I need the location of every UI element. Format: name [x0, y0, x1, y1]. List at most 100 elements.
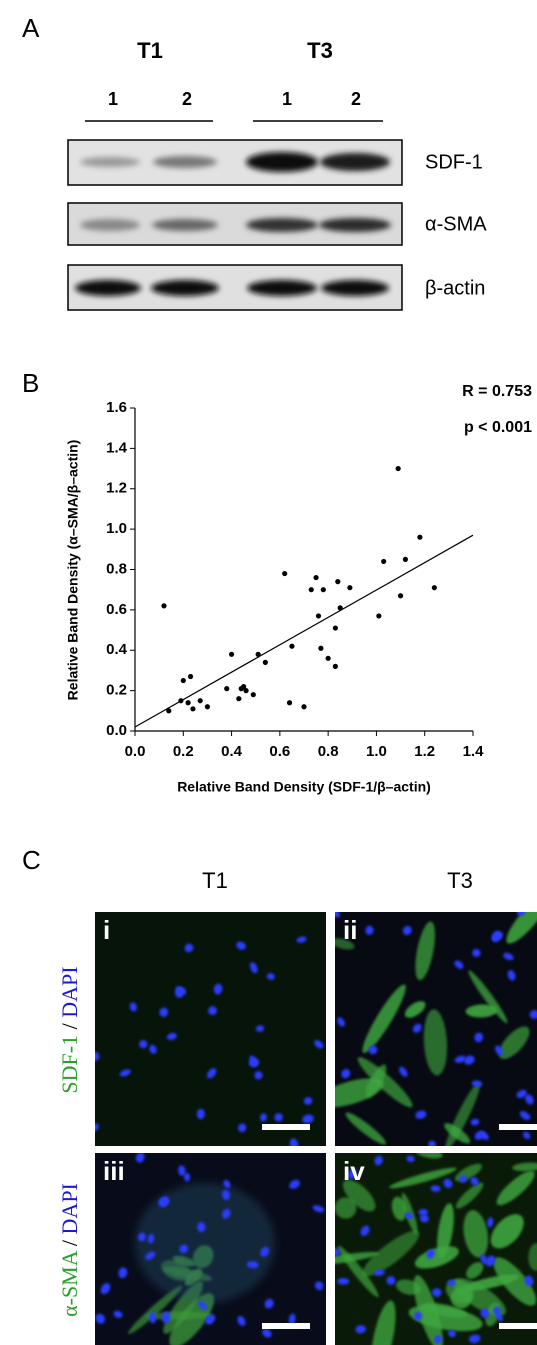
micrograph: ii: [335, 912, 537, 1146]
nucleus: [386, 1276, 396, 1285]
nucleus: [302, 1114, 314, 1124]
nucleus: [374, 1155, 383, 1166]
nucleus: [255, 1025, 264, 1032]
annotation: R = 0.753: [462, 383, 532, 400]
nucleus: [135, 1153, 145, 1163]
nucleus: [145, 1251, 156, 1260]
nucleus: [337, 1277, 350, 1285]
y-tick-label: 0.2: [106, 682, 127, 699]
nucleus: [412, 1023, 422, 1033]
point: [190, 706, 196, 712]
nucleus: [184, 943, 194, 953]
point: [180, 677, 186, 684]
nucleus: [119, 1069, 131, 1077]
cell: [335, 1078, 384, 1108]
nucleus: [419, 1214, 429, 1223]
nucleus: [183, 1172, 191, 1182]
nucleus: [454, 960, 464, 969]
point: [255, 651, 261, 657]
nucleus: [355, 1325, 367, 1334]
panel-label: C: [22, 845, 41, 875]
cell: [415, 1153, 443, 1159]
nucleus: [296, 936, 307, 943]
nucleus: [288, 1313, 296, 1325]
nucleus: [246, 1261, 259, 1269]
nucleus: [470, 1118, 480, 1126]
point: [250, 692, 256, 698]
nucleus: [260, 1113, 267, 1122]
cell: [370, 1300, 396, 1345]
cell: [437, 1203, 454, 1259]
cell: [335, 1251, 380, 1266]
nucleus: [289, 1179, 300, 1189]
x-tick-label: 1.4: [463, 743, 485, 760]
blot-label: β-actin: [425, 277, 485, 299]
nucleus: [197, 1222, 206, 1233]
x-tick-label: 0.0: [125, 743, 146, 760]
nucleus: [260, 1246, 270, 1257]
nucleus: [262, 1328, 272, 1338]
nucleus: [95, 1313, 105, 1324]
cell: [506, 912, 537, 944]
scale-bar: [499, 1124, 537, 1130]
nucleus: [175, 987, 184, 998]
nucleus: [399, 1066, 408, 1077]
point: [224, 686, 230, 692]
nucleus: [266, 973, 275, 980]
nucleus: [137, 1232, 146, 1242]
nucleus: [159, 1007, 169, 1017]
cell: [423, 1009, 448, 1076]
cell: [362, 1230, 420, 1277]
cell: [389, 1167, 457, 1189]
nucleus: [519, 1111, 531, 1120]
nucleus: [264, 1298, 274, 1309]
y-tick-label: 0.6: [106, 601, 127, 618]
cell: [415, 921, 436, 981]
nucleus: [430, 1185, 441, 1192]
lane-label: 1: [108, 89, 118, 109]
y-tick-label: 1.4: [106, 439, 128, 456]
nucleus: [179, 1244, 188, 1254]
scale-bar: [262, 1323, 310, 1329]
point: [318, 645, 324, 651]
nucleus: [418, 1208, 428, 1216]
x-tick-label: 0.8: [318, 743, 339, 760]
point: [332, 625, 338, 631]
nucleus: [198, 1301, 208, 1311]
nucleus: [149, 1312, 157, 1324]
nucleus: [113, 1310, 123, 1318]
point: [289, 643, 295, 649]
blot-sdf1: [67, 139, 403, 186]
nucleus: [464, 1055, 475, 1065]
x-tick-label: 1.2: [414, 743, 435, 760]
point: [161, 603, 167, 609]
nucleus: [507, 970, 516, 981]
point: [397, 593, 404, 599]
scale-bar: [499, 1323, 537, 1329]
y-axis-label: Relative Band Density (α–SMA/β–actin): [65, 440, 81, 701]
x-tick-label: 0.2: [173, 743, 194, 760]
lane-label: 2: [182, 89, 192, 109]
nucleus: [426, 1249, 435, 1259]
nucleus: [289, 1138, 299, 1146]
lane-label: 1: [282, 89, 292, 109]
nucleus: [341, 1068, 350, 1079]
nucleus: [365, 925, 374, 935]
nucleus: [205, 1314, 216, 1325]
nucleus: [222, 1189, 230, 1201]
group-label: T3: [307, 38, 333, 63]
nucleus: [374, 1269, 385, 1276]
nucleus: [495, 1045, 503, 1056]
nucleus: [474, 1131, 485, 1140]
cell: [453, 1278, 506, 1316]
nucleus: [347, 1168, 357, 1179]
nucleus: [335, 912, 340, 918]
group-label: T1: [137, 38, 163, 63]
nucleus: [237, 1315, 246, 1326]
point: [282, 570, 288, 577]
nucleus: [471, 1080, 483, 1087]
nucleus: [237, 1123, 247, 1133]
x-tick-label: 1.0: [366, 743, 387, 760]
cell: [414, 1246, 459, 1269]
